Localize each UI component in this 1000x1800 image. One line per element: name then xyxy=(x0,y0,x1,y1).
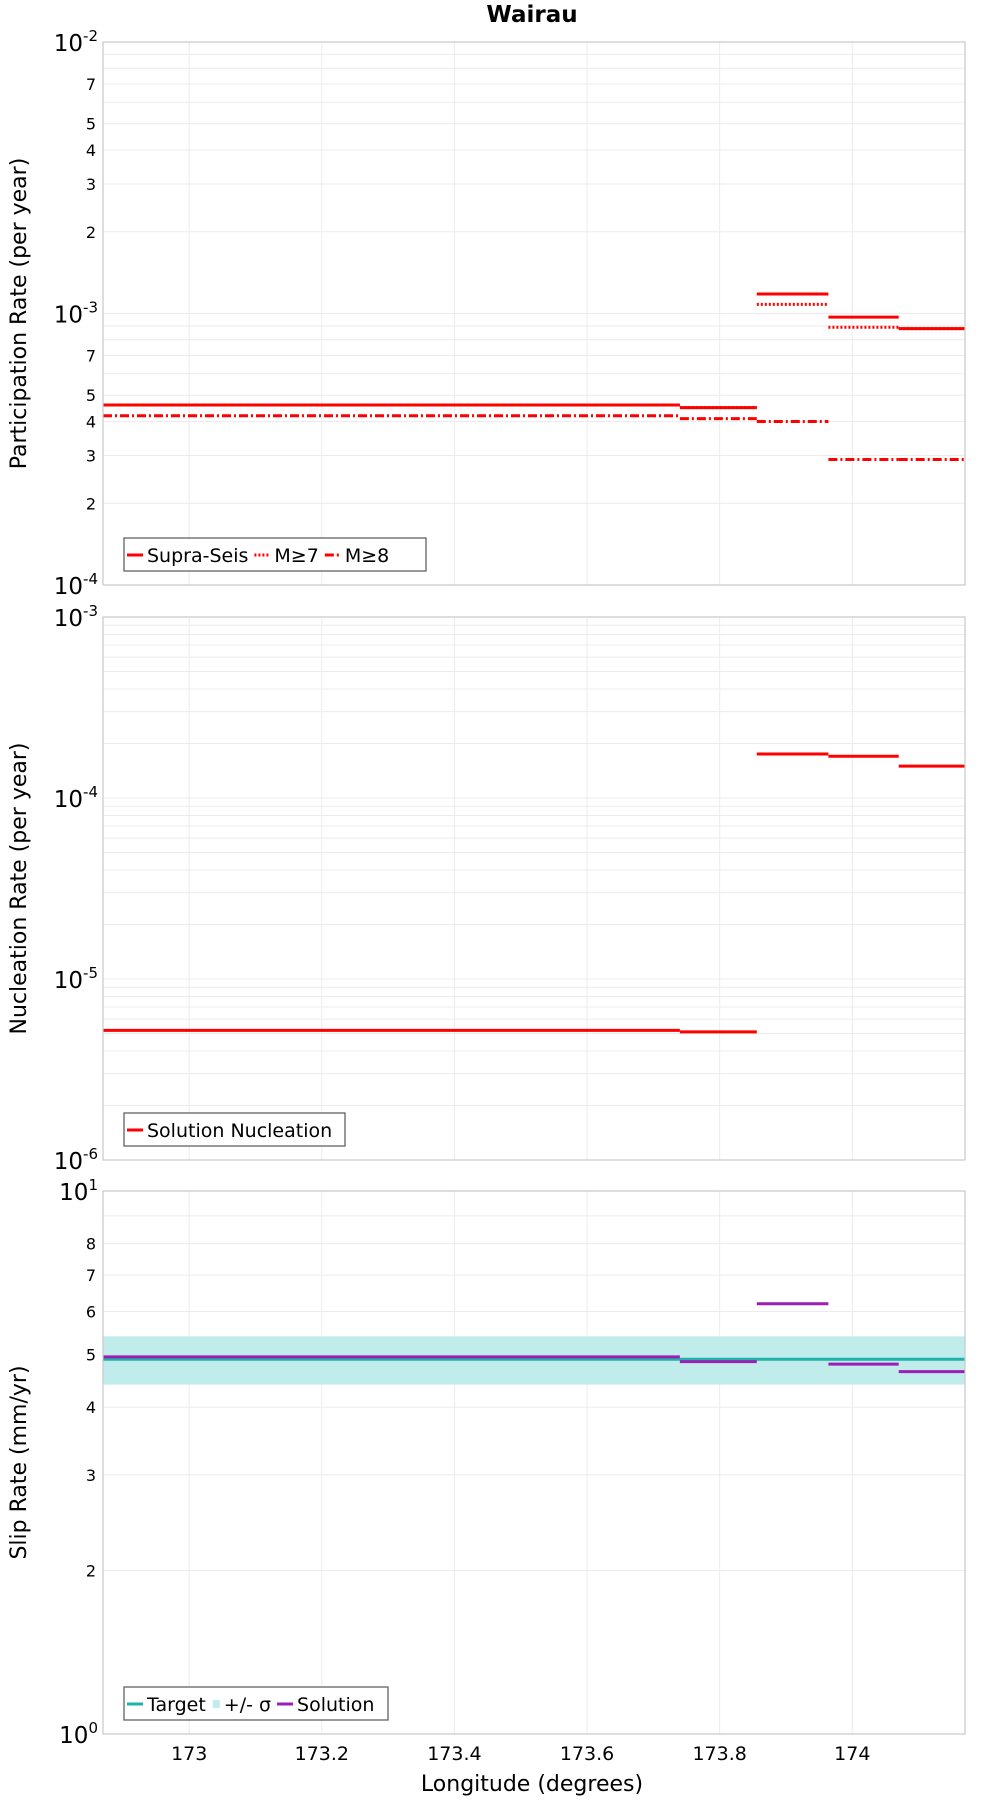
x-tick-label: 173 xyxy=(171,1743,207,1765)
y-tick-label: 8 xyxy=(86,1235,96,1254)
legend: Solution Nucleation xyxy=(123,1112,346,1147)
y-tick-label: 3 xyxy=(86,1466,96,1485)
legend: Target +/- σ Solution xyxy=(123,1686,389,1721)
x-tick-label: 173.6 xyxy=(560,1743,614,1765)
plot-area xyxy=(103,617,965,1160)
y-tick-label: 10-4 xyxy=(54,570,98,600)
legend-label: Target xyxy=(146,1694,206,1716)
y-tick-label: 6 xyxy=(86,1302,96,1321)
y-axis-title: Participation Rate (per year) xyxy=(7,158,32,470)
y-tick-label: 10-3 xyxy=(54,299,98,329)
series-m-8 xyxy=(103,414,965,461)
legend-label: Supra-Seis xyxy=(147,545,248,567)
x-tick-label: 174 xyxy=(834,1743,870,1765)
y-tick-label: 101 xyxy=(59,1176,98,1206)
y-tick-label: 100 xyxy=(59,1719,98,1749)
y-tick-label: 2 xyxy=(86,223,96,242)
plot-frame xyxy=(102,1190,966,1735)
grid xyxy=(103,42,965,586)
legend-label: Solution Nucleation xyxy=(147,1120,332,1142)
y-tick-label: 3 xyxy=(86,446,96,465)
legend-box xyxy=(123,1686,389,1721)
y-tick-label: 10-6 xyxy=(54,1145,98,1175)
x-tick-label: 173.4 xyxy=(427,1743,481,1765)
y-tick-label: 4 xyxy=(86,1398,96,1417)
y-tick-label: 10-2 xyxy=(54,27,98,57)
y-tick-label: 10-5 xyxy=(54,964,98,994)
legend: Supra-Seis M≥7 M≥8 xyxy=(123,537,427,572)
y-tick-label: 5 xyxy=(86,115,96,134)
chart-panels: 10-4 2 3 4 5 7 10-3 2 3 4 5 7 10-2 Participation Rate… xyxy=(7,27,966,1765)
series-solution xyxy=(103,1302,965,1374)
y-axis-title: Nucleation Rate (per year) xyxy=(7,743,32,1035)
y-tick-label: 10-4 xyxy=(54,783,98,813)
y-tick-label: 2 xyxy=(86,1562,96,1581)
y-tick-label: 7 xyxy=(86,75,96,94)
legend-label: +/- σ xyxy=(224,1694,271,1716)
y-tick-label: 4 xyxy=(86,141,96,160)
series-solution-nucleation xyxy=(103,752,965,1034)
legend-box xyxy=(123,537,427,572)
plot-frame xyxy=(102,41,966,586)
legend-label: M≥8 xyxy=(345,545,389,567)
y-tick-label: 7 xyxy=(86,1266,96,1285)
y-tick-label: 4 xyxy=(86,413,96,432)
plot-frame xyxy=(102,616,966,1161)
y-axis-title: Slip Rate (mm/yr) xyxy=(7,1365,32,1559)
chart-title: Wairau xyxy=(486,2,577,28)
legend-label: Solution xyxy=(297,1694,374,1716)
x-tick-label: 173.8 xyxy=(692,1743,746,1765)
legend-swatch xyxy=(212,1700,220,1708)
panel-2: 10-6 10-5 10-4 10-3 Nucleation Rate (per yea… xyxy=(7,602,966,1175)
series-m-7 xyxy=(103,302,965,410)
plot-area xyxy=(103,1191,965,1734)
y-tick-label: 5 xyxy=(86,1345,96,1364)
panel-3: 100 2 3 4 5 6 7 8 101 173 173.2 173.4 173.6 173.8 174 S… xyxy=(7,1176,966,1765)
legend-label: M≥7 xyxy=(274,545,318,567)
grid xyxy=(103,617,965,1161)
y-tick-label: 7 xyxy=(86,347,96,366)
legend-box xyxy=(123,1112,346,1147)
panel-1: 10-4 2 3 4 5 7 10-3 2 3 4 5 7 10-2 Participation Rate… xyxy=(7,27,966,600)
x-tick-label: 173.2 xyxy=(295,1743,349,1765)
y-tick-label: 10-3 xyxy=(54,602,98,632)
y-tick-label: 3 xyxy=(86,175,96,194)
y-tick-label: 2 xyxy=(86,494,96,513)
y-tick-label: 5 xyxy=(86,386,96,405)
x-axis-title: Longitude (degrees) xyxy=(421,1772,643,1797)
